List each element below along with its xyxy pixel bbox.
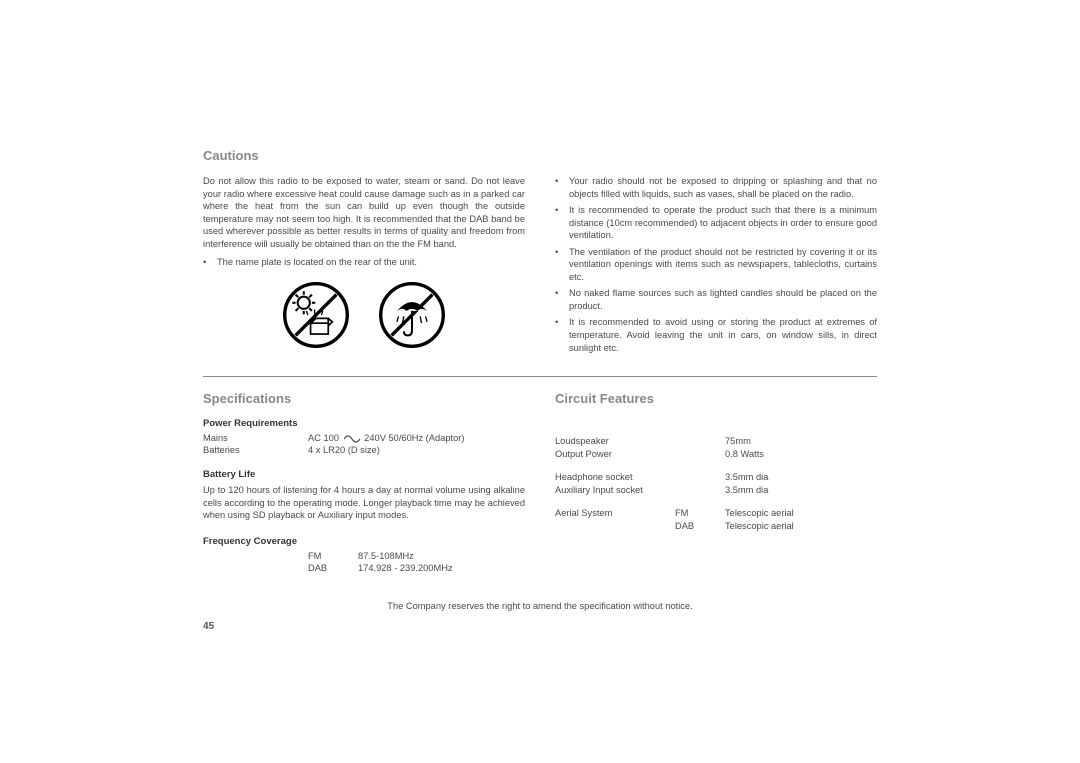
- page-number: 45: [203, 621, 877, 632]
- cautions-right-bullets: Your radio should not be exposed to drip…: [555, 175, 877, 354]
- aerial-fm-band: FM: [675, 508, 725, 518]
- aerial-dab-value: Telescopic aerial: [725, 521, 877, 531]
- cautions-bullet: It is recommended to operate the product…: [555, 204, 877, 242]
- ac-sine-icon: [344, 435, 360, 443]
- dab-frequency-row: DAB 174.928 - 239.200MHz: [203, 563, 525, 573]
- cautions-bullet: It is recommended to avoid using or stor…: [555, 316, 877, 354]
- cautions-bullet: The ventilation of the product should no…: [555, 246, 877, 284]
- fm-band-label: FM: [308, 551, 358, 561]
- cautions-bullet: Your radio should not be exposed to drip…: [555, 175, 877, 200]
- fm-range-value: 87.5-108MHz: [358, 551, 414, 561]
- output-power-label: Output Power: [555, 449, 725, 459]
- power-requirements-heading: Power Requirements: [203, 418, 525, 429]
- battery-life-heading: Battery Life: [203, 469, 525, 480]
- output-power-row: Output Power 0.8 Watts: [555, 449, 877, 459]
- mains-row: Mains AC 100 240V 50/60Hz (Adaptor): [203, 433, 525, 443]
- cautions-paragraph: Do not allow this radio to be exposed to…: [203, 175, 525, 250]
- specifications-heading: Specifications: [203, 391, 525, 406]
- fm-frequency-row: FM 87.5-108MHz: [203, 551, 525, 561]
- batteries-value: 4 x LR20 (D size): [308, 445, 525, 455]
- circuit-features-column: Circuit Features Loudspeaker 75mm Output…: [555, 391, 877, 575]
- aerial-system-label: Aerial System: [555, 508, 675, 518]
- cautions-heading: Cautions: [203, 148, 877, 163]
- aerial-fm-value: Telescopic aerial: [725, 508, 877, 518]
- aux-input-row: Auxiliary Input socket 3.5mm dia: [555, 485, 877, 495]
- batteries-label: Batteries: [203, 445, 308, 455]
- aerial-fm-row: Aerial System FM Telescopic aerial: [555, 508, 877, 518]
- dab-range-value: 174.928 - 239.200MHz: [358, 563, 453, 573]
- cautions-left-bullet: The name plate is located on the rear of…: [203, 256, 525, 269]
- warning-icons-row: [203, 281, 525, 349]
- circuit-features-heading: Circuit Features: [555, 391, 877, 406]
- cautions-left-column: Do not allow this radio to be exposed to…: [203, 175, 525, 358]
- cautions-columns: Do not allow this radio to be exposed to…: [203, 175, 877, 358]
- frequency-coverage-heading: Frequency Coverage: [203, 536, 525, 547]
- specs-columns: Specifications Power Requirements Mains …: [203, 391, 877, 575]
- battery-life-text: Up to 120 hours of listening for 4 hours…: [203, 484, 525, 522]
- aerial-dab-band: DAB: [675, 521, 725, 531]
- loudspeaker-label: Loudspeaker: [555, 436, 725, 446]
- cautions-right-column: Your radio should not be exposed to drip…: [555, 175, 877, 358]
- section-divider: [203, 376, 877, 377]
- aux-input-value: 3.5mm dia: [725, 485, 877, 495]
- mains-value: AC 100 240V 50/60Hz (Adaptor): [308, 433, 525, 443]
- specification-footnote: The Company reserves the right to amend …: [203, 601, 877, 611]
- manual-page: Cautions Do not allow this radio to be e…: [203, 148, 877, 632]
- headphone-value: 3.5mm dia: [725, 472, 877, 482]
- output-power-value: 0.8 Watts: [725, 449, 877, 459]
- dab-band-label: DAB: [308, 563, 358, 573]
- no-rain-water-icon: [378, 281, 446, 349]
- no-sun-heat-icon: [282, 281, 350, 349]
- loudspeaker-row: Loudspeaker 75mm: [555, 436, 877, 446]
- aerial-dab-row: DAB Telescopic aerial: [555, 521, 877, 531]
- headphone-row: Headphone socket 3.5mm dia: [555, 472, 877, 482]
- batteries-row: Batteries 4 x LR20 (D size): [203, 445, 525, 455]
- specifications-column: Specifications Power Requirements Mains …: [203, 391, 525, 575]
- aux-input-label: Auxiliary Input socket: [555, 485, 725, 495]
- cautions-bullet: No naked flame sources such as lighted c…: [555, 287, 877, 312]
- loudspeaker-value: 75mm: [725, 436, 877, 446]
- mains-label: Mains: [203, 433, 308, 443]
- headphone-label: Headphone socket: [555, 472, 725, 482]
